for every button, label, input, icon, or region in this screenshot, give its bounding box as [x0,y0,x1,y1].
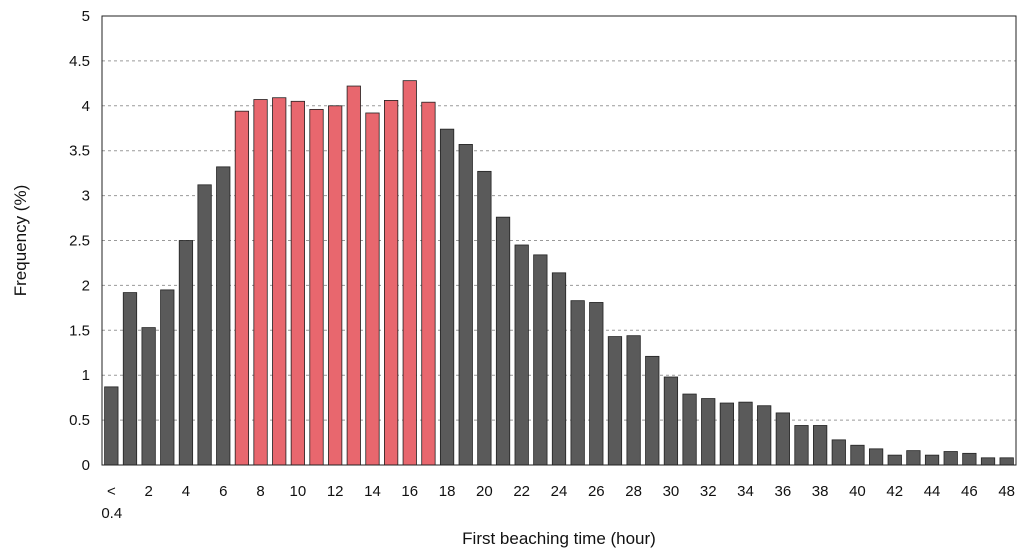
plot-frame [101,15,1017,466]
bar-highlighted [365,112,380,466]
bar [999,457,1014,466]
bar [533,254,548,466]
x-tick-label: 8 [256,483,264,500]
y-tick-label: 4 [82,98,90,115]
bars [104,80,1014,466]
x-tick-label: 12 [327,483,344,500]
y-tick-label: 4.5 [69,53,90,70]
bar [831,439,846,466]
bar [980,457,996,466]
bar [551,272,567,466]
bar [924,454,940,466]
bar [645,355,660,466]
bar [514,244,529,466]
bar-highlighted [234,110,250,466]
bar [626,335,641,466]
x-tick-label: 36 [774,483,791,500]
x-axis-tick-labels: <0.42 4 6 8 10 12 14 16 18 20 22 24 26 28 30 32 34 36 38 40… [101,483,1015,522]
y-tick-label: 0 [82,457,90,474]
y-axis-title: Frequency (%) [11,185,30,296]
bar [178,240,194,466]
bar [757,405,772,466]
bar [719,402,734,466]
y-tick-label: 2 [82,277,90,294]
y-tick-label: 1.5 [69,322,90,339]
bar [887,454,902,466]
x-tick-label: 26 [588,483,605,500]
x-tick-label: 16 [401,483,418,500]
bar [141,327,156,466]
y-tick-label: 3.5 [69,143,90,160]
y-tick-label: 2.5 [69,233,90,250]
bar [701,398,716,466]
x-tick-label: 46 [961,483,978,500]
x-tick-label: 24 [551,483,568,500]
x-tick-label: 28 [625,483,642,500]
x-tick-label: 22 [513,483,530,500]
bar [682,393,697,466]
x-tick-label: 38 [812,483,829,500]
bar-highlighted [421,101,436,466]
bar [906,450,921,466]
x-tick-label: 4 [182,483,190,500]
bar [663,376,679,466]
bar [813,425,828,466]
bar [216,166,231,466]
bar [477,170,492,466]
x-tick-label: 32 [700,483,717,500]
x-tick-label: 20 [476,483,493,500]
bar-highlighted [309,108,324,466]
x-tick-label: 14 [364,483,381,500]
x-tick-label: 10 [290,483,307,500]
bar [570,300,585,466]
y-axis-tick-labels: 0 0.5 1 1.5 2 2.5 3 3.5 4 4.5 5 [69,8,90,474]
bar [850,444,865,466]
y-tick-label: 5 [82,8,90,25]
bar-highlighted [384,100,399,466]
x-tick-label: 2 [144,483,152,500]
y-tick-label: 3 [82,188,90,205]
bar-highlighted [346,85,361,466]
x-tick-label: 34 [737,483,754,500]
x-tick-label: 6 [219,483,227,500]
bar [122,292,138,466]
x-tick-label: 30 [663,483,680,500]
x-tick-label: 48 [998,483,1015,500]
x-tick-label: < [107,483,116,500]
bar [868,448,884,466]
bar-highlighted [253,99,268,466]
bar [607,336,623,466]
x-tick-label: 44 [924,483,941,500]
bar [439,128,455,466]
bar [775,412,790,466]
x-axis-title: First beaching time (hour) [462,529,656,548]
bar [962,452,977,466]
bar [943,451,958,466]
bar-highlighted [328,105,343,466]
bar [495,216,511,466]
bar [794,425,809,466]
bar-highlighted [290,100,305,466]
x-tick-label: 18 [439,483,456,500]
y-tick-label: 0.5 [69,412,90,429]
bar [738,401,753,466]
bar [197,184,212,466]
bar [458,144,473,466]
bar [104,386,119,466]
bar [589,302,604,466]
x-tick-label: 0.4 [101,505,122,522]
y-tick-label: 1 [82,367,90,384]
bar [160,289,175,466]
bar-highlighted [402,80,417,466]
x-tick-label: 42 [886,483,903,500]
x-tick-label: 40 [849,483,866,500]
bar-highlighted [272,97,287,466]
